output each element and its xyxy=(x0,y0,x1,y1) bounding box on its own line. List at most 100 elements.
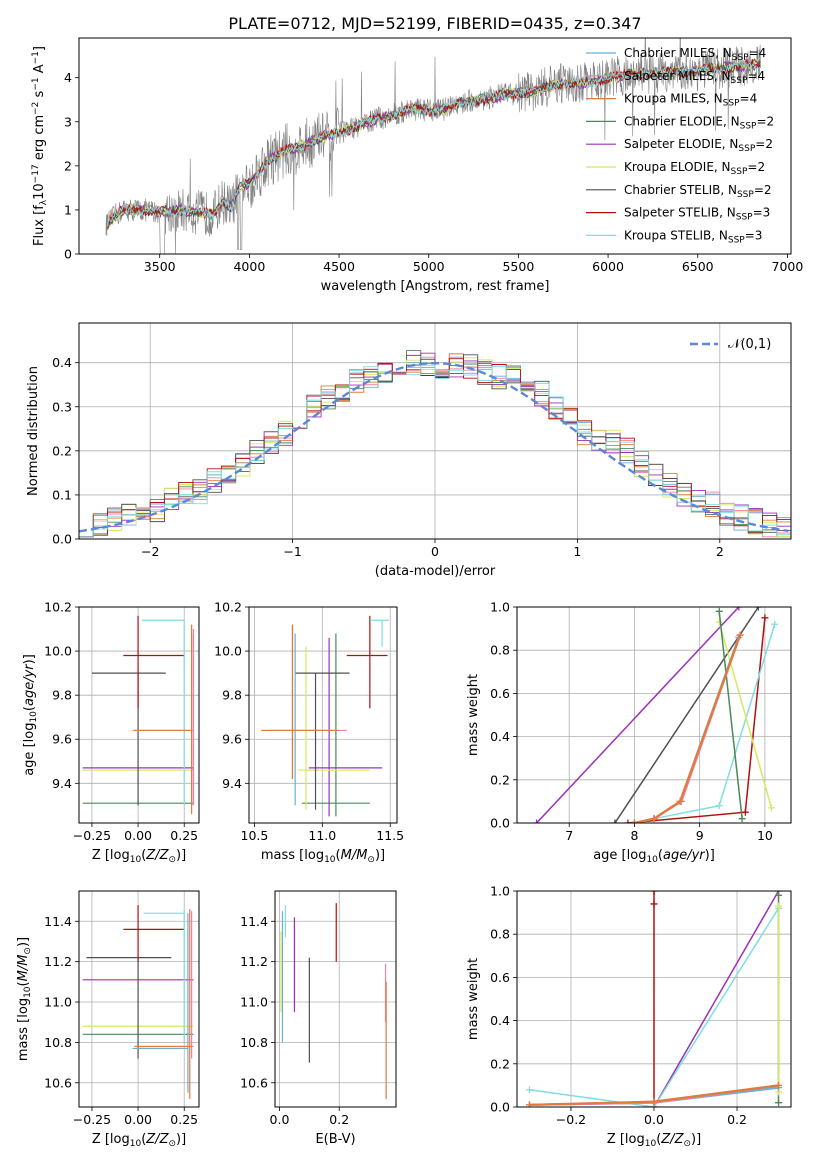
age_vs_Z-ytick-label: 10.0 xyxy=(44,644,72,659)
mass_vs_ebv-ytick-label: 10.6 xyxy=(240,1075,268,1090)
x-axis-label: Z [log10​(Z/Z⊙​)] xyxy=(92,848,186,865)
weight_vs_Z-xtick-label: 0.0 xyxy=(644,1112,664,1127)
legend-label-normal: 𝒩(0,1) xyxy=(728,337,771,352)
spectrum-xtick-label: 6500 xyxy=(682,259,714,274)
age_vs_Z-ytick-label: 10.2 xyxy=(44,600,72,615)
histogram-kroupa_stelib xyxy=(79,364,791,539)
weight-line-kroupa_elodie xyxy=(718,621,773,809)
weight-line-chabrier_elodie xyxy=(718,611,743,819)
weight-marker-kroupa_elodie xyxy=(767,804,775,812)
residuals-ytick-label: 0.3 xyxy=(52,399,72,414)
mass_vs_Z-xtick-label: 0.00 xyxy=(124,1112,152,1127)
legend-label-salpeter_miles: Salpeter MILES, NSSP​=4 xyxy=(624,69,765,86)
residuals-legend: 𝒩(0,1) xyxy=(690,337,771,352)
spectrum-ytick-label: 4 xyxy=(64,70,72,85)
weight_vs_age-ytick-label: 1.0 xyxy=(490,600,510,615)
weight-marker-salpeter_stelib xyxy=(761,614,769,622)
weight-marker-kroupa_stelib xyxy=(715,802,723,810)
weight-marker-chabrier_elodie xyxy=(715,607,723,615)
normal-curve-line xyxy=(79,361,789,533)
y-axis-label: mass weight xyxy=(466,958,481,1040)
weight-line-kroupa_miles xyxy=(634,634,742,823)
axes-frame xyxy=(78,37,792,255)
spectrum-xtick-label: 3500 xyxy=(144,259,176,274)
weight-line-kroupa_stelib xyxy=(529,907,780,1107)
weight-line-chabrier_stelib xyxy=(614,607,760,823)
weight-line-kroupa_stelib xyxy=(653,624,776,820)
axes-frame xyxy=(78,890,200,1108)
mass_vs_Z-ytick-label: 11.2 xyxy=(44,954,72,969)
weight_vs_Z-plot-area xyxy=(525,891,783,1107)
weight_vs_age-xtick-label: 10 xyxy=(757,828,773,843)
spectrum-legend: Chabrier MILES, NSSP​=4 Salpeter MILES, N… xyxy=(586,46,774,245)
weight-marker-chabrier_stelib xyxy=(754,607,762,611)
residuals-ytick-label: 0.2 xyxy=(52,443,72,458)
mass_vs_Z-ytick-label: 10.8 xyxy=(44,1035,72,1050)
age_vs_Z-ytick-label: 9.6 xyxy=(52,732,72,747)
spectrum-xtick-label: 6000 xyxy=(592,259,624,274)
weight_vs_Z-xtick-label: 0.2 xyxy=(727,1112,747,1127)
model-line-kroupa_stelib xyxy=(107,59,761,227)
chart-title: PLATE=0712, MJD=52199, FIBERID=0435, z=0… xyxy=(228,14,641,33)
weight-marker-salpeter_stelib xyxy=(624,819,632,823)
weight_vs_age-xtick-label: 7 xyxy=(565,828,573,843)
mass_vs_Z-ytick-label: 10.6 xyxy=(44,1075,72,1090)
x-axis-label: (data-model)/error xyxy=(375,564,496,579)
mass_vs_Z-plot-area xyxy=(82,905,194,1099)
weight_vs_age-xtick-label: 8 xyxy=(630,828,638,843)
mass_vs_Z-ytick-label: 11.4 xyxy=(44,914,72,929)
spectrum-panel: 3500 4000 4500 5000 5500 6000 6500 7000 0 1 2 3 4 Cha… xyxy=(31,37,803,294)
weight_vs_age-xtick-label: 9 xyxy=(696,828,704,843)
spectrum-ytick-label: 1 xyxy=(64,202,72,217)
weight_vs_age-plot-area xyxy=(533,607,779,823)
weight_vs_age-panel: 7 8 9 10 0.0 0.2 0.4 0.6 0.8 1.0 age [log10​(age/y… xyxy=(466,600,792,865)
weight-marker-kroupa_miles xyxy=(525,1101,533,1107)
age_vs_mass-plot-area xyxy=(261,615,389,817)
age_vs_Z-xtick-label: 0.25 xyxy=(170,828,198,843)
y-axis-label: mass weight xyxy=(466,674,481,756)
mass_vs_ebv-plot-area xyxy=(280,903,387,1099)
residuals-xtick-label: −2 xyxy=(141,544,159,559)
residuals-plot-area xyxy=(79,350,791,539)
legend-label-kroupa_miles: Kroupa MILES, NSSP​=4 xyxy=(624,92,757,109)
weight-line-salpeter_elodie xyxy=(536,607,740,823)
weight-marker-chabrier_stelib xyxy=(611,819,619,823)
residuals-ytick-label: 0.4 xyxy=(52,355,72,370)
mass_vs_ebv-ytick-label: 10.8 xyxy=(240,1035,268,1050)
weight_vs_age-ytick-label: 0.0 xyxy=(490,816,510,831)
axes-frame xyxy=(78,606,200,824)
y-axis-label: Flux [fλ​10−17​ erg cm−2​ s−1​ A−1​] xyxy=(31,46,49,246)
age_vs_mass-xtick-label: 11.5 xyxy=(376,828,404,843)
weight-marker-salpeter_stelib xyxy=(650,900,658,908)
x-axis-label: mass [log10​(M/M⊙​)] xyxy=(261,848,385,865)
y-axis-label: mass [log10​(M/M⊙​)] xyxy=(16,937,33,1061)
weight-marker-kroupa_miles xyxy=(676,797,684,805)
weight-marker-kroupa_miles xyxy=(650,1098,658,1106)
panels: 3500 4000 4500 5000 5500 6000 6500 7000 0 1 2 3 4 Cha… xyxy=(16,37,803,1149)
residuals-xtick-label: 0 xyxy=(431,544,439,559)
axes-frame xyxy=(274,890,397,1108)
weight-marker-kroupa_miles xyxy=(650,815,658,823)
mass_vs_Z-xtick-label: −0.25 xyxy=(73,1112,111,1127)
weight-marker-kroupa_stelib xyxy=(771,620,779,628)
residuals-ytick-label: 0.0 xyxy=(52,532,72,547)
weight_vs_Z-ytick-label: 0.0 xyxy=(490,1100,510,1115)
mass_vs_ebv-xtick-label: 0.0 xyxy=(270,1112,290,1127)
legend-label-salpeter_stelib: Salpeter STELIB, NSSP​=3 xyxy=(624,206,770,223)
age_vs_mass-xtick-label: 10.5 xyxy=(241,828,269,843)
residuals-xtick-label: 2 xyxy=(716,544,724,559)
x-axis-label: Z [log10​(Z/Z⊙​)] xyxy=(607,1132,701,1149)
mass_vs_ebv-panel: 0.0 0.2 10.6 10.8 11.0 11.2 11.4 E(B-V) xyxy=(240,890,397,1147)
weight-marker-kroupa_miles xyxy=(775,1081,783,1089)
weight-marker-kroupa_miles xyxy=(630,819,638,823)
axes-frame xyxy=(248,606,398,824)
weight-marker-kroupa_stelib xyxy=(525,1086,533,1094)
age_vs_Z-ytick-label: 9.4 xyxy=(52,776,72,791)
age_vs_Z-ytick-label: 9.8 xyxy=(52,688,72,703)
x-axis-label: wavelength [Angstrom, rest frame] xyxy=(321,279,550,294)
weight_vs_Z-panel: −0.2 0.0 0.2 0.0 0.2 0.4 0.6 0.8 1.0 Z [log10​(Z/… xyxy=(466,884,792,1149)
age_vs_Z-xtick-label: 0.00 xyxy=(124,828,152,843)
spectrum-xtick-label: 4500 xyxy=(323,259,355,274)
weight-line-salpeter_stelib xyxy=(627,617,766,823)
mass_vs_ebv-ytick-label: 11.0 xyxy=(240,995,268,1010)
